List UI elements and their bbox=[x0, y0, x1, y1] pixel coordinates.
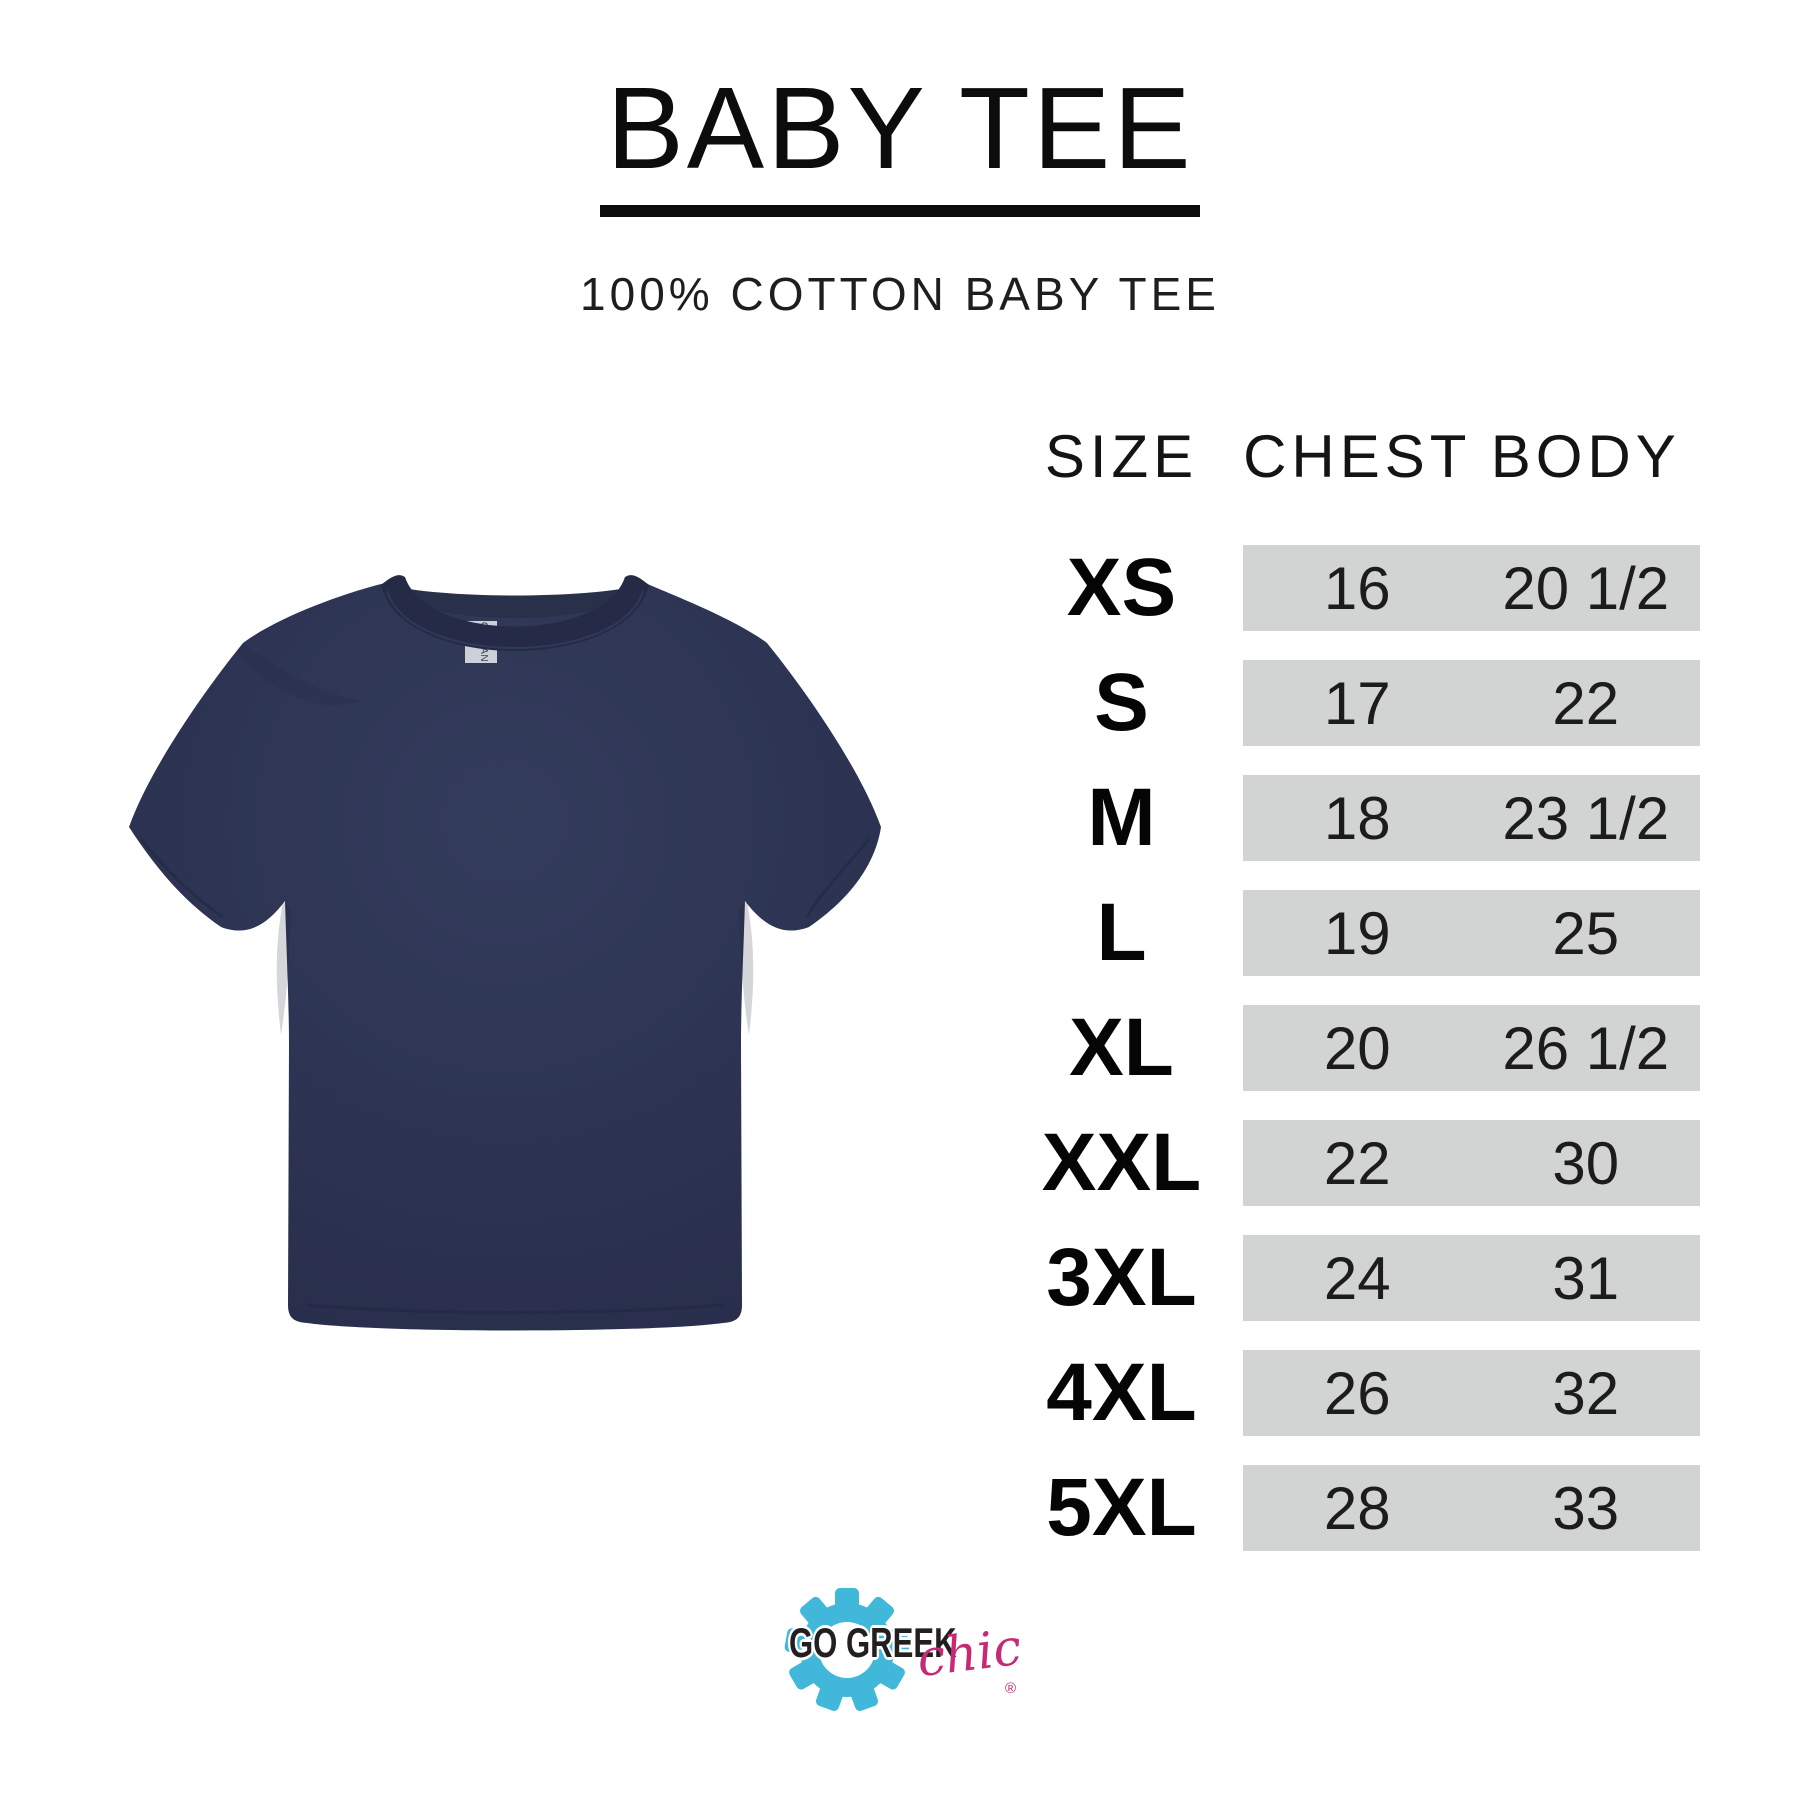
body-value: 33 bbox=[1552, 1475, 1620, 1542]
tshirt-collar-band bbox=[381, 575, 649, 651]
shoulder-shadow bbox=[237, 643, 365, 705]
column-header-measures: CHEST BODY bbox=[1243, 422, 1700, 491]
body-value: 22 bbox=[1552, 670, 1620, 737]
body-value: 32 bbox=[1552, 1360, 1620, 1427]
underarm-shadow-left bbox=[276, 901, 291, 1035]
size-table-rows: XS 16 20 1/2 S 17 22 M 18 23 1/2 L 19 bbox=[1000, 545, 1700, 1580]
size-label: 4XL bbox=[1046, 1347, 1197, 1438]
chest-value: 22 bbox=[1323, 1130, 1391, 1197]
body-value: 23 1/2 bbox=[1502, 785, 1670, 852]
column-header-chest: CHEST bbox=[1243, 422, 1472, 490]
brand-logo: GO GREEK chic ® bbox=[783, 1586, 1025, 1722]
body-value: 20 1/2 bbox=[1502, 555, 1670, 622]
size-label: XXL bbox=[1041, 1117, 1202, 1208]
body-value: 26 1/2 bbox=[1502, 1015, 1670, 1082]
size-label: 3XL bbox=[1046, 1232, 1197, 1323]
size-label: XS bbox=[1066, 542, 1177, 633]
bottom-hem-seam bbox=[306, 1303, 724, 1314]
gear-icon bbox=[784, 1588, 910, 1711]
row-measure-band: 28 33 bbox=[1243, 1465, 1700, 1551]
body-value: 30 bbox=[1552, 1130, 1620, 1197]
size-label: XL bbox=[1069, 1002, 1174, 1093]
column-header-body: BODY bbox=[1490, 422, 1681, 490]
table-row: L 19 25 bbox=[1000, 890, 1700, 976]
table-row: 5XL 28 33 bbox=[1000, 1465, 1700, 1551]
table-row: M 18 23 1/2 bbox=[1000, 775, 1700, 861]
size-label: S bbox=[1094, 657, 1149, 748]
row-measure-band: 17 22 bbox=[1243, 660, 1700, 746]
tshirt-body-shape bbox=[129, 583, 881, 1331]
product-photo-tshirt: GILDAN bbox=[125, 565, 885, 1355]
chest-value: 19 bbox=[1323, 900, 1391, 967]
tshirt-neck-inside bbox=[387, 585, 643, 618]
body-value: 31 bbox=[1552, 1245, 1620, 1312]
title-underline bbox=[600, 205, 1200, 217]
tshirt-image: GILDAN bbox=[129, 575, 881, 1331]
page-title: BABY TEE bbox=[606, 63, 1194, 193]
table-row: XL 20 26 1/2 bbox=[1000, 1005, 1700, 1091]
chest-value: 17 bbox=[1323, 670, 1391, 737]
row-measure-band: 16 20 1/2 bbox=[1243, 545, 1700, 631]
body-value: 25 bbox=[1552, 900, 1620, 967]
size-label: L bbox=[1096, 887, 1147, 978]
registered-trademark-icon: ® bbox=[1005, 1680, 1017, 1697]
row-measure-band: 26 32 bbox=[1243, 1350, 1700, 1436]
logo-text-script: chic bbox=[913, 1617, 1025, 1689]
collar-highlight bbox=[386, 590, 644, 649]
chest-value: 28 bbox=[1323, 1475, 1391, 1542]
chest-value: 20 bbox=[1323, 1015, 1391, 1082]
table-row: XS 16 20 1/2 bbox=[1000, 545, 1700, 631]
chest-value: 16 bbox=[1323, 555, 1391, 622]
sleeve-hem-seam-right bbox=[805, 838, 871, 918]
underarm-shadow-right bbox=[739, 901, 754, 1035]
gear-teeth bbox=[784, 1588, 910, 1711]
size-label: 5XL bbox=[1046, 1462, 1197, 1553]
sleeve-hem-seam-left bbox=[139, 838, 224, 919]
size-table-header: SIZE CHEST BODY bbox=[1000, 423, 1700, 490]
row-measure-band: 22 30 bbox=[1243, 1120, 1700, 1206]
table-row: S 17 22 bbox=[1000, 660, 1700, 746]
chest-value: 26 bbox=[1323, 1360, 1391, 1427]
row-measure-band: 24 31 bbox=[1243, 1235, 1700, 1321]
chest-value: 24 bbox=[1323, 1245, 1391, 1312]
table-row: 3XL 24 31 bbox=[1000, 1235, 1700, 1321]
chest-value: 18 bbox=[1323, 785, 1391, 852]
column-header-size: SIZE bbox=[1044, 422, 1199, 490]
table-row: XXL 22 30 bbox=[1000, 1120, 1700, 1206]
row-measure-band: 18 23 1/2 bbox=[1243, 775, 1700, 861]
row-measure-band: 20 26 1/2 bbox=[1243, 1005, 1700, 1091]
table-row: 4XL 26 32 bbox=[1000, 1350, 1700, 1436]
logo-text-main: GO GREEK bbox=[789, 1619, 957, 1666]
page-subtitle: 100% COTTON BABY TEE bbox=[580, 268, 1220, 320]
size-label: M bbox=[1087, 772, 1156, 863]
row-measure-band: 19 25 bbox=[1243, 890, 1700, 976]
